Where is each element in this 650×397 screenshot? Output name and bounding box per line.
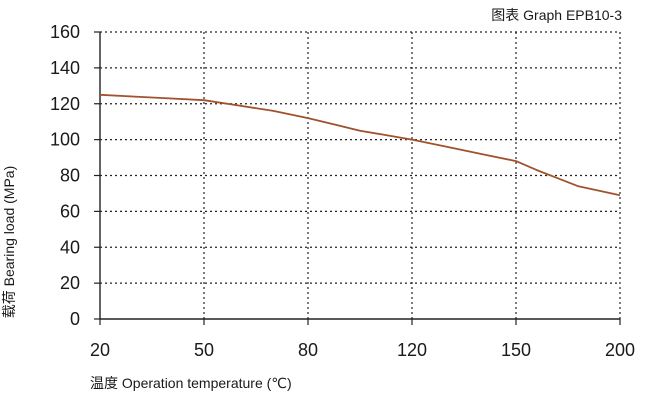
y-tick-label: 40 — [60, 237, 80, 257]
y-axis-title: 载荷 Bearing load (MPa) — [1, 166, 17, 319]
y-tick-label: 120 — [50, 94, 80, 114]
x-axis-title: 温度 Operation temperature (℃) — [90, 375, 292, 391]
y-tick-label: 80 — [60, 166, 80, 186]
x-tick-label: 120 — [397, 340, 427, 360]
tick-labels: 0 20 40 60 80 100 120 140 160 20 50 80 120 150 200 — [50, 22, 635, 360]
x-tick-label: 20 — [90, 340, 110, 360]
y-tick-label: 160 — [50, 22, 80, 42]
grid — [100, 31, 621, 319]
chart-title: 图表 Graph EPB10-3 — [491, 7, 622, 23]
y-tick-label: 140 — [50, 58, 80, 78]
series — [99, 93, 621, 197]
y-tick-label: 100 — [50, 130, 80, 150]
axes — [94, 31, 621, 325]
series-line — [99, 93, 621, 197]
y-tick-label: 60 — [60, 201, 80, 221]
x-tick-label: 200 — [605, 340, 635, 360]
y-tick-label: 0 — [70, 309, 80, 329]
x-tick-label: 50 — [194, 340, 214, 360]
y-tick-label: 20 — [60, 273, 80, 293]
x-tick-label: 80 — [298, 340, 318, 360]
x-tick-label: 150 — [501, 340, 531, 360]
